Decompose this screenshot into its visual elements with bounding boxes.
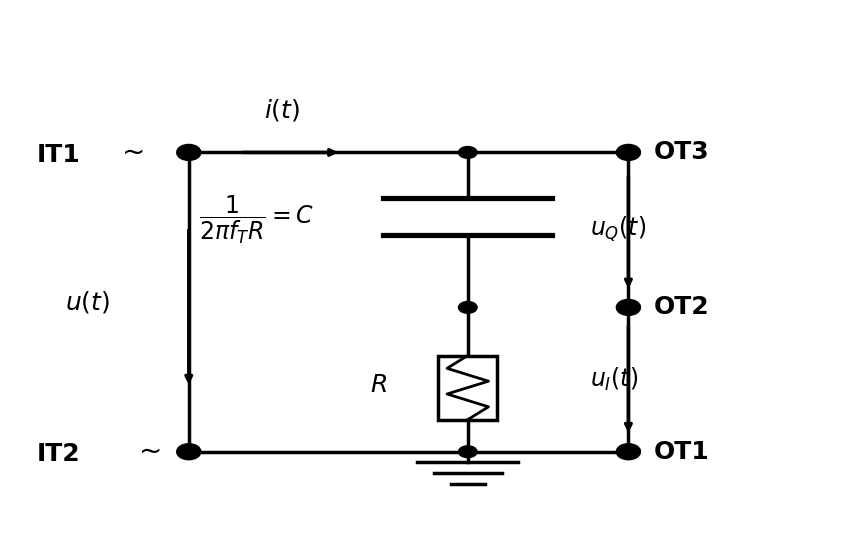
Text: IT1: IT1 [37, 143, 80, 167]
FancyBboxPatch shape [438, 355, 497, 420]
Circle shape [618, 145, 639, 159]
Text: OT2: OT2 [654, 295, 710, 320]
Circle shape [178, 145, 200, 159]
Circle shape [459, 301, 477, 313]
Circle shape [178, 445, 200, 458]
Text: $i(t)$: $i(t)$ [264, 97, 300, 123]
Text: $u(t)$: $u(t)$ [65, 289, 110, 315]
Circle shape [618, 300, 639, 314]
Text: ~: ~ [620, 438, 643, 465]
Text: $R$: $R$ [370, 373, 387, 397]
Circle shape [459, 146, 477, 158]
Circle shape [459, 446, 477, 457]
Text: ~: ~ [123, 138, 146, 166]
Text: $u_I(t)$: $u_I(t)$ [591, 366, 638, 393]
Text: OT1: OT1 [654, 440, 710, 464]
Text: ~: ~ [139, 438, 163, 465]
Text: ~: ~ [620, 293, 643, 321]
Text: OT3: OT3 [654, 140, 710, 164]
Circle shape [618, 445, 639, 458]
Text: ~: ~ [620, 138, 643, 166]
Text: IT2: IT2 [37, 442, 80, 467]
Text: $\dfrac{1}{2\pi f_T R} = C$: $\dfrac{1}{2\pi f_T R} = C$ [199, 193, 314, 246]
Text: $u_Q(t)$: $u_Q(t)$ [591, 215, 647, 245]
